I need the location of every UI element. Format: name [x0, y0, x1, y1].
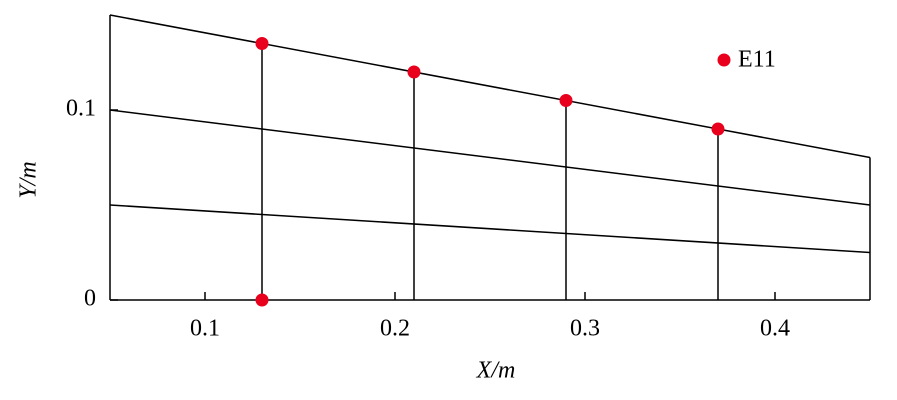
line: [109, 14, 871, 159]
legend-marker: [717, 53, 731, 67]
point: [559, 94, 573, 107]
x-tick-label: 0.1: [190, 316, 220, 342]
x-tick-label: 0.4: [760, 316, 790, 342]
x-tick-label: 0.2: [380, 316, 410, 342]
point: [711, 122, 725, 136]
point: [255, 293, 269, 307]
x-axis-label: X/m: [476, 358, 516, 384]
line: [109, 204, 871, 254]
point: [255, 37, 269, 50]
x-tick-label: 0.3: [570, 316, 600, 342]
line: [109, 109, 871, 206]
point: [407, 65, 421, 79]
legend-label: E11: [738, 47, 776, 73]
y-tick-label: 0: [84, 286, 96, 312]
y-tick-label: 0.1: [66, 96, 96, 122]
y-axis-label: Y/m: [16, 161, 42, 198]
